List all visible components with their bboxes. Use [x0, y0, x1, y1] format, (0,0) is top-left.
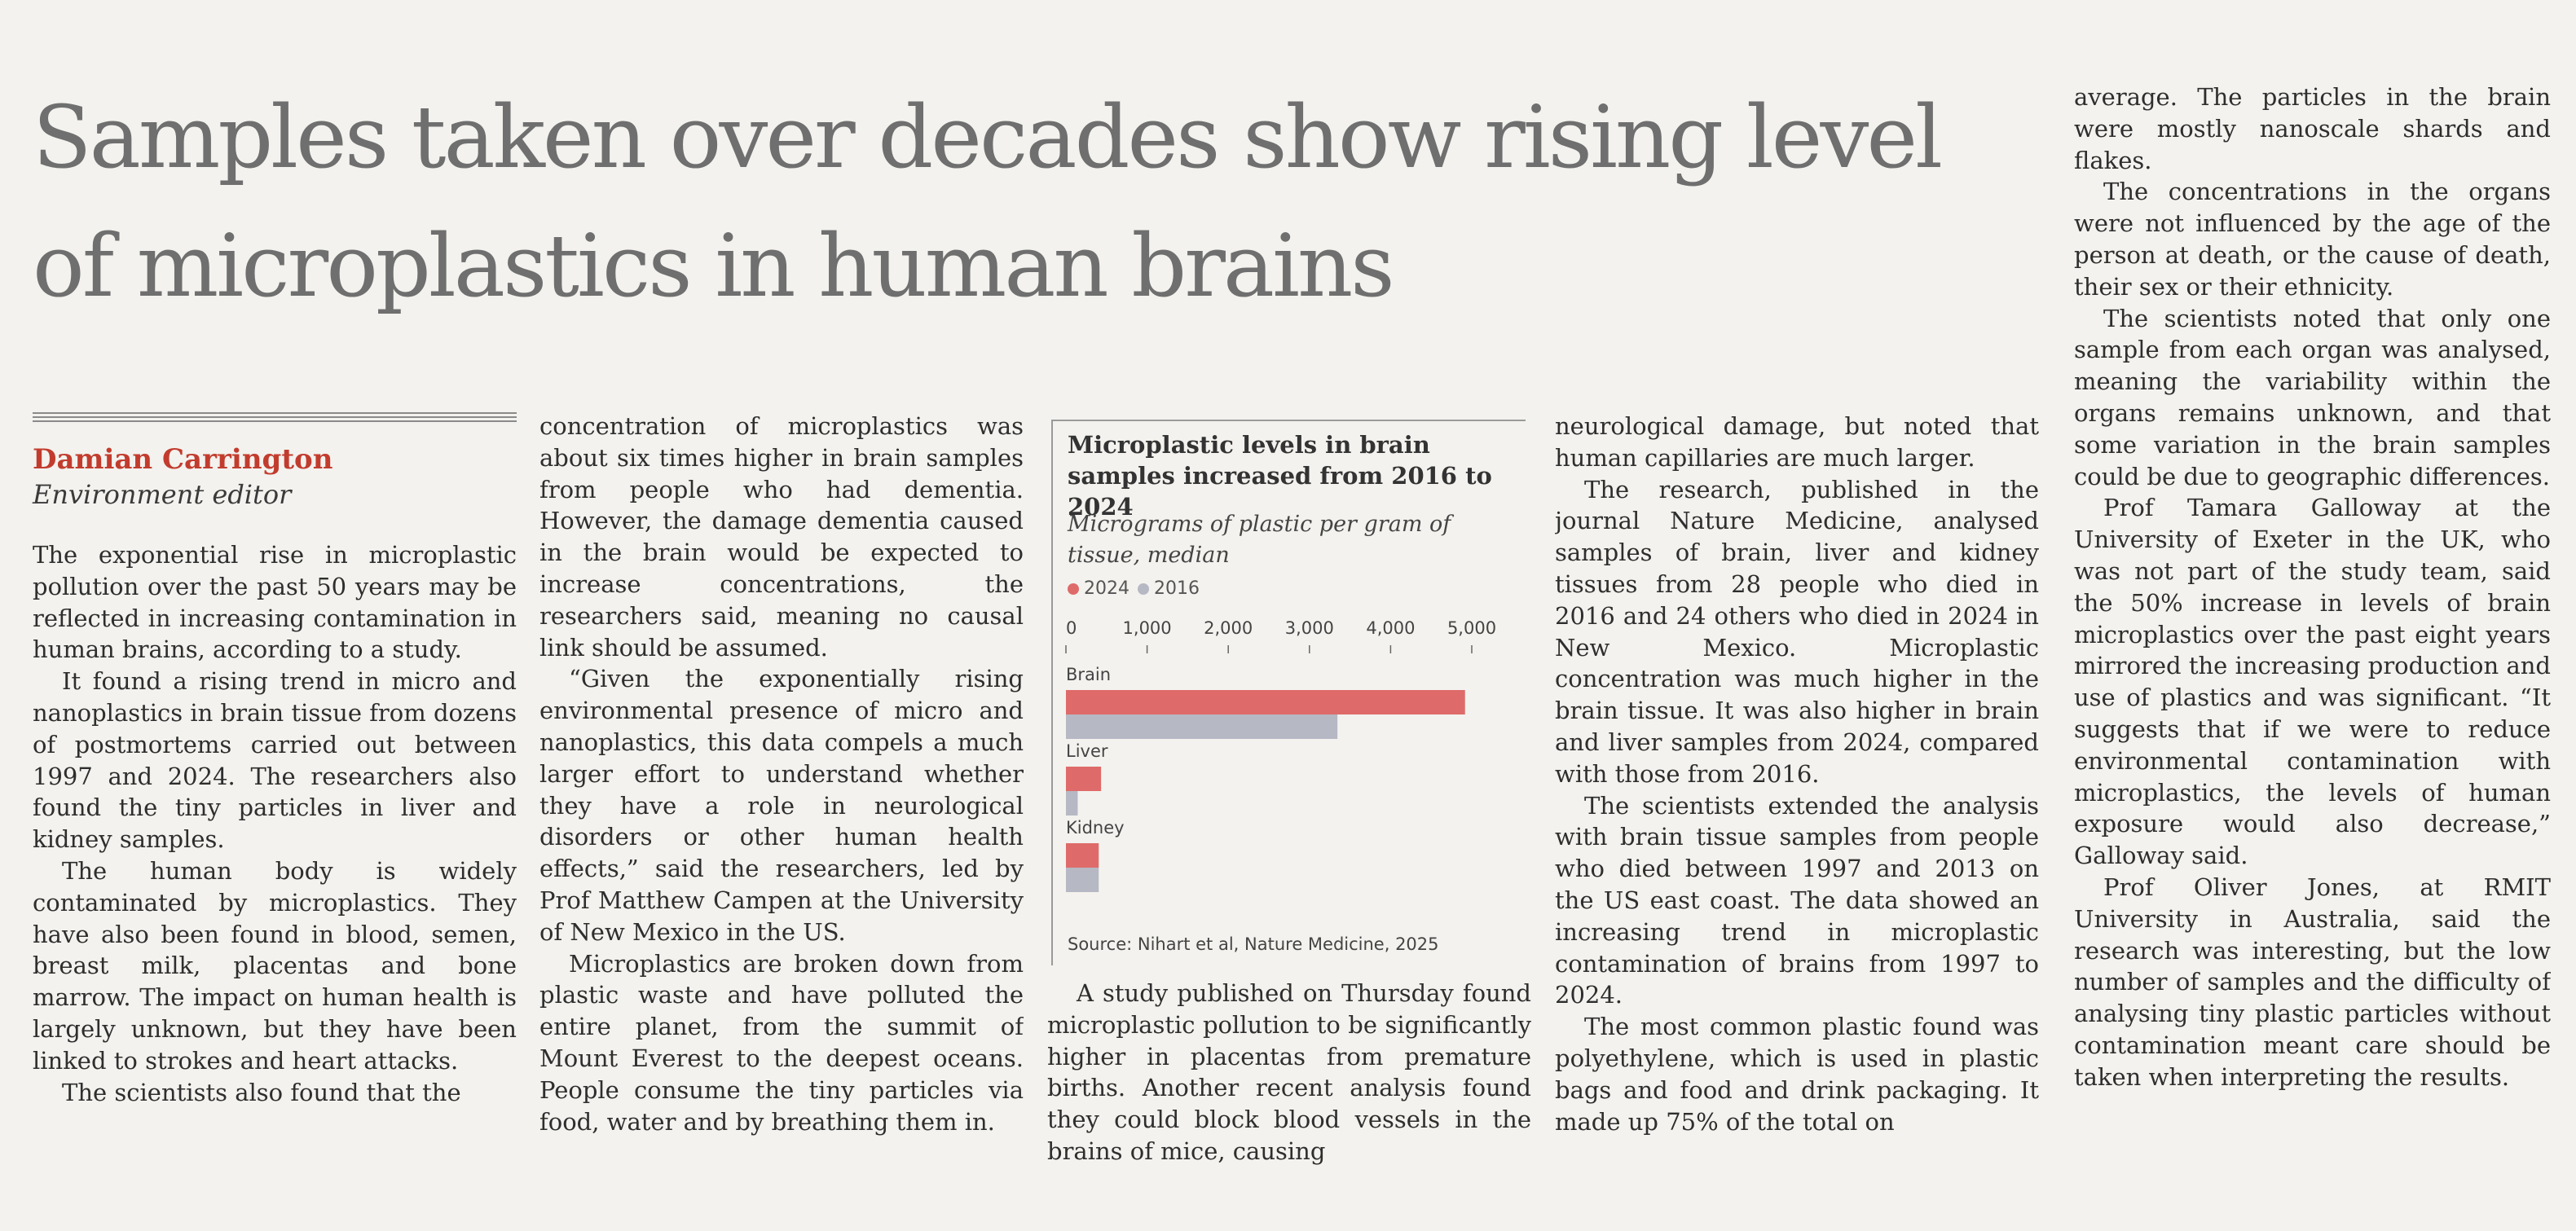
- paragraph: A study published on Thursday found micr…: [1047, 979, 1531, 1165]
- category-label: Brain: [1066, 665, 1111, 684]
- author-name: Damian Carrington: [33, 443, 333, 476]
- x-tick-label: 5,000: [1447, 618, 1496, 638]
- chart-legend: 2024 2016: [1068, 578, 1208, 599]
- byline: Damian Carrington Environment editor: [33, 442, 517, 512]
- paragraph: The concentrations in the organs were no…: [2074, 178, 2551, 301]
- article-column-5: average. The particles in the brain were…: [2074, 81, 2551, 1176]
- legend-swatch-2024: [1068, 583, 1079, 595]
- paragraph: neurological damage, but noted that huma…: [1555, 412, 2039, 472]
- paragraph: Prof Tamara Galloway at the University o…: [2074, 494, 2551, 870]
- legend-item-2024: 2024: [1068, 578, 1129, 599]
- x-tick-label: 1,000: [1123, 618, 1172, 638]
- author-role: Environment editor: [33, 479, 292, 510]
- headline: Samples taken over decades show rising l…: [33, 87, 1943, 316]
- chart-panel: Microplastic levels in brain samples inc…: [1051, 420, 1526, 965]
- paragraph: Prof Oliver Jones, at RMIT University in…: [2074, 873, 2551, 1091]
- paragraph: The scientists extended the analysis wit…: [1555, 791, 2039, 1009]
- paragraph: It found a rising trend in micro and nan…: [33, 667, 517, 854]
- paragraph: concentration of microplastics was about…: [539, 412, 1024, 662]
- legend-label-2016: 2016: [1154, 578, 1200, 599]
- bar-liver-2016: [1066, 791, 1078, 816]
- bar-brain-2016: [1066, 714, 1338, 739]
- legend-label-2024: 2024: [1084, 578, 1129, 599]
- chart-subtitle: Micrograms of plastic per gram of tissue…: [1068, 512, 1451, 568]
- paragraph: The research, published in the journal N…: [1555, 475, 2039, 788]
- bar-liver-2024: [1066, 767, 1102, 791]
- legend-swatch-2016: [1138, 583, 1149, 595]
- paragraph: The most common plastic found was polyet…: [1555, 1013, 2039, 1136]
- paragraph: The human body is widely contaminated by…: [33, 856, 517, 1075]
- bar-brain-2024: [1066, 690, 1465, 714]
- paragraph: Microplastics are broken down from plast…: [539, 949, 1024, 1136]
- x-tick-label: 0: [1066, 618, 1077, 638]
- category-label: Liver: [1066, 741, 1108, 761]
- bar-chart-svg: 0 1,000 2,000 3,000 4,000 5,000 Brain Liver Kidn…: [1065, 618, 1496, 892]
- paragraph: average. The particles in the brain were…: [2074, 83, 2551, 174]
- bar-kidney-2016: [1066, 868, 1099, 892]
- paragraph: The scientists noted that only one sampl…: [2074, 304, 2551, 490]
- paragraph: The exponential rise in microplastic pol…: [33, 541, 517, 664]
- legend-item-2016: 2016: [1138, 578, 1200, 599]
- x-tick-label: 2,000: [1204, 618, 1253, 638]
- chart-top-rule: [1053, 420, 1526, 421]
- chart-title: Microplastic levels in brain samples inc…: [1068, 431, 1492, 521]
- x-tick-label: 4,000: [1366, 618, 1415, 638]
- article-column-4: neurological damage, but noted that huma…: [1555, 411, 2039, 1176]
- x-tick-label: 3,000: [1285, 618, 1334, 638]
- article-column-1: The exponential rise in microplastic pol…: [33, 539, 517, 1175]
- byline-rule: [33, 412, 517, 422]
- bar-kidney-2024: [1066, 843, 1099, 868]
- chart-source: Source: Nihart et al, Nature Medicine, 2…: [1068, 934, 1439, 954]
- article-column-2: concentration of microplastics was about…: [539, 411, 1024, 1176]
- article-column-3: A study published on Thursday found micr…: [1047, 978, 1531, 1176]
- category-label: Kidney: [1066, 818, 1125, 838]
- paragraph: The scientists also found that the: [62, 1078, 461, 1106]
- paragraph: “Given the exponentially rising environm…: [539, 665, 1024, 946]
